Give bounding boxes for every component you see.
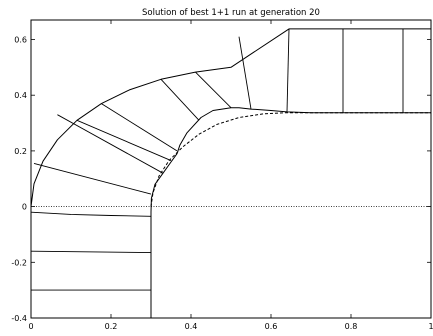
mesh-line-6 xyxy=(76,119,172,162)
x-tick-label: 0.2 xyxy=(105,322,118,331)
mesh-line-11 xyxy=(286,28,290,112)
x-tick-label: 1 xyxy=(428,322,433,331)
series-outer-boundary xyxy=(30,28,431,207)
plot-frame xyxy=(30,19,432,319)
mesh-line-8 xyxy=(160,78,200,121)
y-tick-label: 0.6 xyxy=(14,35,27,44)
y-tick-label: 0.2 xyxy=(14,147,27,156)
axis-ticks: 0 0.2 0.4 0.6 0.8 1 -0.4 -0.2 0 0.2 0.4 0.6 xyxy=(11,20,433,331)
x-tick-label: 0.6 xyxy=(265,322,278,331)
series-reference-boundary xyxy=(150,112,431,207)
series-layer xyxy=(30,28,431,318)
mesh-line-7 xyxy=(101,103,178,152)
y-tick-label: 0 xyxy=(22,203,27,212)
y-tick-label: -0.4 xyxy=(11,314,27,323)
mesh-line-10 xyxy=(238,36,252,110)
x-tick-label: 0.4 xyxy=(185,322,198,331)
plot-border xyxy=(30,19,432,319)
mesh-line-4 xyxy=(33,162,152,195)
x-tick-label: 0.8 xyxy=(345,322,358,331)
x-tick-label: 0 xyxy=(28,322,33,331)
mesh-line-1 xyxy=(30,211,152,217)
mesh-layer xyxy=(30,28,404,291)
mesh-line-2 xyxy=(30,250,152,254)
mesh-line-5 xyxy=(57,114,164,174)
mesh-line-9 xyxy=(195,71,232,109)
series-inner-boundary xyxy=(150,107,431,318)
y-tick-label: -0.2 xyxy=(11,258,27,267)
chart-title: Solution of best 1+1 run at generation 2… xyxy=(142,8,320,18)
y-tick-label: 0.4 xyxy=(14,91,27,100)
